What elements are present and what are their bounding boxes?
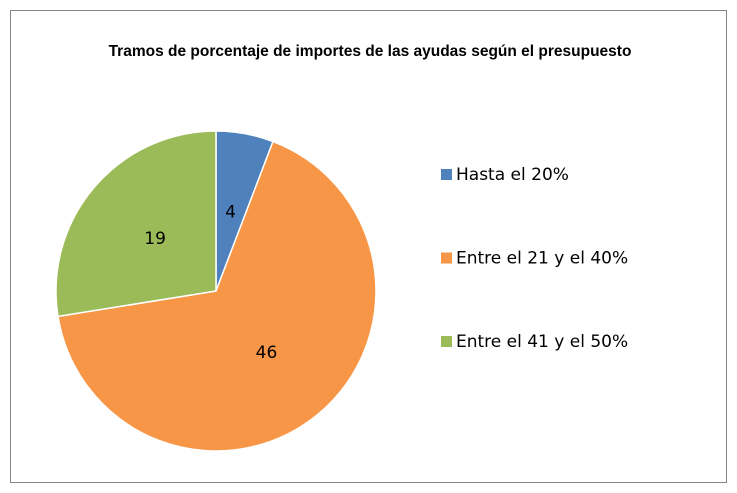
pie-slice [57,140,377,452]
legend-label: Entre el 41 y el 50% [456,332,628,352]
legend-swatch [441,252,452,264]
legend-label: Hasta el 20% [456,165,569,185]
legend-swatch [441,169,452,180]
data-label: 46 [256,343,278,363]
data-label: 19 [144,229,166,249]
chart-title: Tramos de porcentaje de importes de las … [108,43,632,60]
data-label: 4 [225,202,236,222]
pie-slice [55,130,217,318]
legend-label: Entre el 21 y el 40% [456,249,628,269]
legend-swatch [441,336,452,347]
